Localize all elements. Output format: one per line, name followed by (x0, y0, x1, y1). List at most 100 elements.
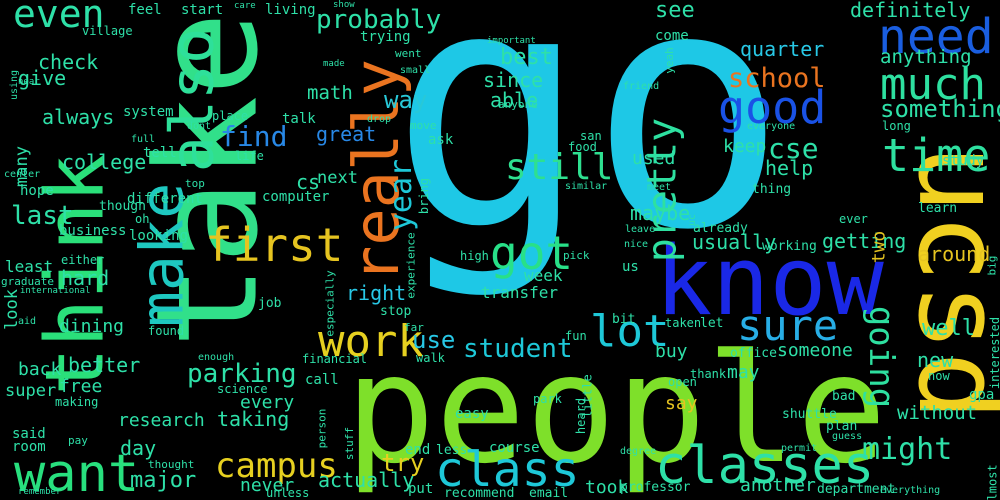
word-see: see (655, 0, 695, 23)
word-permit: permit (781, 443, 818, 454)
word-guess: guess (832, 431, 863, 442)
word-long: long (882, 119, 911, 133)
word-ucsd: ucsd (891, 144, 1000, 421)
word-department: department (817, 482, 896, 497)
word-thought: thought (148, 458, 195, 471)
word-unless: unless (266, 486, 310, 500)
word-week: week (524, 266, 563, 285)
word-something: something (880, 95, 1000, 123)
word-never: never (240, 475, 295, 496)
word-making: making (55, 395, 99, 409)
word-without: without (897, 402, 978, 424)
word-probably: probably (316, 5, 442, 35)
word-said: said (12, 426, 46, 442)
word-everyone: everyone (747, 121, 796, 132)
word-heard: heard (574, 397, 589, 435)
word-buy: buy (655, 341, 688, 362)
word-aid: aid (18, 316, 37, 327)
word-bit: bit (612, 312, 636, 327)
word-major: major (130, 468, 197, 493)
word-open: open (668, 375, 697, 389)
word-bad: bad (832, 389, 856, 404)
word-good: good (718, 81, 827, 134)
word-people: people (345, 323, 887, 497)
word-classes: classes (655, 436, 875, 496)
word-made: made (323, 59, 345, 69)
word-know: know (655, 227, 884, 337)
word-stop: stop (380, 304, 412, 319)
word-experience: experience (404, 232, 418, 299)
word-cs: cs (296, 170, 321, 194)
word-student: student (463, 334, 573, 364)
word-room: room (12, 439, 46, 455)
word-year: year (384, 158, 420, 232)
word-interested: interested (988, 316, 1000, 390)
word-remember: remember (18, 487, 62, 497)
word-well: well (922, 316, 975, 341)
word-gpa: gpa (969, 387, 995, 403)
word-system: system (123, 104, 174, 120)
word-research: research (118, 410, 205, 431)
word-enough: enough (198, 352, 235, 363)
word-looking: looking (129, 228, 189, 244)
word-financial: financial (302, 352, 368, 366)
word-new: new (917, 348, 954, 372)
word-class: class (435, 442, 580, 498)
word-much: much (880, 59, 986, 110)
word-important: important (487, 36, 536, 46)
word-professor: professor (620, 480, 691, 495)
word-top: top (185, 177, 205, 190)
word-free: free (59, 376, 103, 397)
word-ever: ever (839, 212, 868, 226)
word-especially: especially (323, 270, 337, 337)
word-start: start (181, 2, 224, 18)
word-walk: walk (416, 351, 445, 365)
word-yeah: yeah (662, 47, 676, 74)
word-nice: nice (624, 239, 649, 250)
word-great: great (316, 122, 377, 146)
word-business: business (59, 223, 127, 239)
word-already: already (693, 221, 748, 236)
word-end: end (405, 442, 431, 458)
word-now: now (928, 369, 950, 383)
word-almost: almost (985, 464, 1000, 500)
word-college: college (62, 150, 147, 174)
word-pick: pick (563, 249, 590, 262)
word-though: though (99, 199, 146, 214)
word-next: next (317, 168, 358, 188)
word-try: try (381, 449, 425, 477)
word-far: far (404, 321, 424, 334)
word-full: full (131, 134, 156, 145)
word-maybe: maybe (630, 201, 691, 225)
word-village: village (82, 24, 133, 38)
word-person: person (315, 408, 329, 449)
word-center: center (4, 169, 41, 180)
word-least: least (5, 257, 54, 276)
word-many: many (11, 146, 32, 187)
word-working: working (762, 239, 817, 254)
word-shuttle: shuttle (782, 407, 837, 422)
word-check: check (38, 50, 99, 74)
word-got: got (490, 226, 574, 280)
word-everything: everything (880, 485, 941, 496)
word-time: time (882, 129, 991, 182)
word-quarter: quarter (740, 37, 825, 61)
word-able: able (490, 88, 539, 112)
word-might: might (862, 432, 953, 467)
word-lot: lot (590, 306, 670, 357)
word-life: life (235, 149, 264, 163)
word-since: since (483, 68, 544, 92)
word-recommend: recommend (444, 486, 515, 500)
word-actually: actually (318, 468, 415, 492)
word-keep: keep (723, 136, 767, 157)
word-uc: uc (687, 213, 699, 227)
word-drop: drop (367, 114, 392, 125)
word-course: course (489, 440, 540, 456)
word-super: super (5, 381, 57, 401)
word-campus: campus (215, 446, 338, 486)
word-oh: oh (135, 212, 150, 226)
word-thank: thank (690, 367, 727, 381)
word-email: email (529, 486, 569, 500)
word-office: office (730, 346, 777, 361)
